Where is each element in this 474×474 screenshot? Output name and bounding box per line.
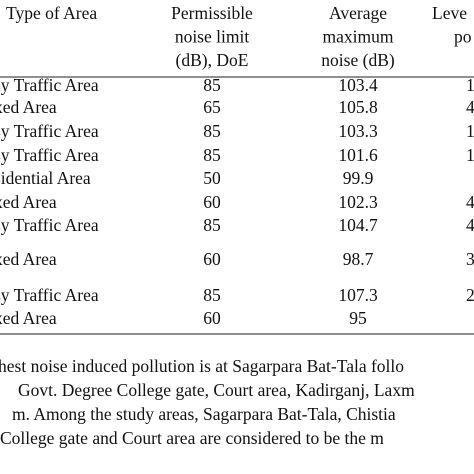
table-cell: 60 [203, 192, 221, 212]
table-cell: 60 [203, 249, 221, 269]
table-cell: 104.7 [338, 215, 378, 235]
table-cell: xed Area [0, 308, 57, 328]
table-cell: sidential Area [0, 168, 91, 188]
table-cell: 105.8 [338, 97, 378, 117]
header-cell: maximum [323, 27, 394, 47]
table-cell: sy Traffic Area [0, 215, 99, 235]
header-cell: noise (dB) [321, 50, 395, 70]
table-cell: 4 [466, 192, 474, 212]
table-cell: 2 [466, 285, 474, 305]
paragraph-line: College gate and Court area are consider… [0, 428, 384, 448]
header-cell: (dB), DoE [176, 50, 249, 70]
table-cell: 1 [466, 145, 474, 165]
table-cell: 85 [203, 215, 221, 235]
table-cell: 103.3 [338, 121, 378, 141]
table-cell: 103.4 [338, 75, 378, 95]
table-cell: 65 [203, 97, 221, 117]
table-cell: sy Traffic Area [0, 285, 99, 305]
table-cell: 101.6 [338, 145, 378, 165]
header-cell: Leve [432, 3, 467, 23]
table-cell: xed Area [0, 192, 57, 212]
table-cell: 1 [466, 121, 474, 141]
table-cell: 85 [203, 285, 221, 305]
table-cell: 95 [349, 308, 367, 328]
header-cell: Type of Area [6, 3, 97, 23]
table-cell: 85 [203, 145, 221, 165]
table-cell: 85 [203, 121, 221, 141]
table-cell: 102.3 [338, 192, 378, 212]
header-cell: po [454, 27, 472, 47]
header-cell: Average [329, 3, 387, 23]
paragraph-line: hest noise induced pollution is at Sagar… [0, 356, 404, 376]
table-cell: 4 [466, 97, 474, 117]
paragraph-line: m. Among the study areas, Sagarpara Bat-… [12, 404, 396, 424]
paragraph-line: Govt. Degree College gate, Court area, K… [18, 380, 415, 400]
table-cell: 85 [203, 75, 221, 95]
table-cell: xed Area [0, 97, 57, 117]
table-cell: sy Traffic Area [0, 121, 99, 141]
table-cell: 98.7 [343, 249, 374, 269]
header-cell: Permissible [171, 3, 253, 23]
table-cell: sy Traffic Area [0, 75, 99, 95]
table-cell: 50 [203, 168, 221, 188]
table-cell: 107.3 [338, 285, 378, 305]
table-cell: 3 [466, 249, 474, 269]
table-cell: 99.9 [343, 168, 374, 188]
header-cell: noise limit [175, 27, 250, 47]
table-cell: 60 [203, 308, 221, 328]
table-cell: 1 [466, 75, 474, 95]
table-cell: 4 [466, 215, 474, 235]
table-cell: sy Traffic Area [0, 145, 99, 165]
table-cell: xed Area [0, 249, 57, 269]
